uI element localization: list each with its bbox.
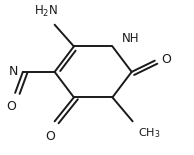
Text: O: O: [162, 53, 171, 66]
Text: N: N: [9, 65, 18, 78]
Text: O: O: [45, 130, 55, 143]
Text: NH: NH: [122, 32, 139, 45]
Text: CH$_3$: CH$_3$: [138, 127, 161, 140]
Text: H$_2$N: H$_2$N: [34, 4, 58, 19]
Text: O: O: [6, 100, 16, 113]
